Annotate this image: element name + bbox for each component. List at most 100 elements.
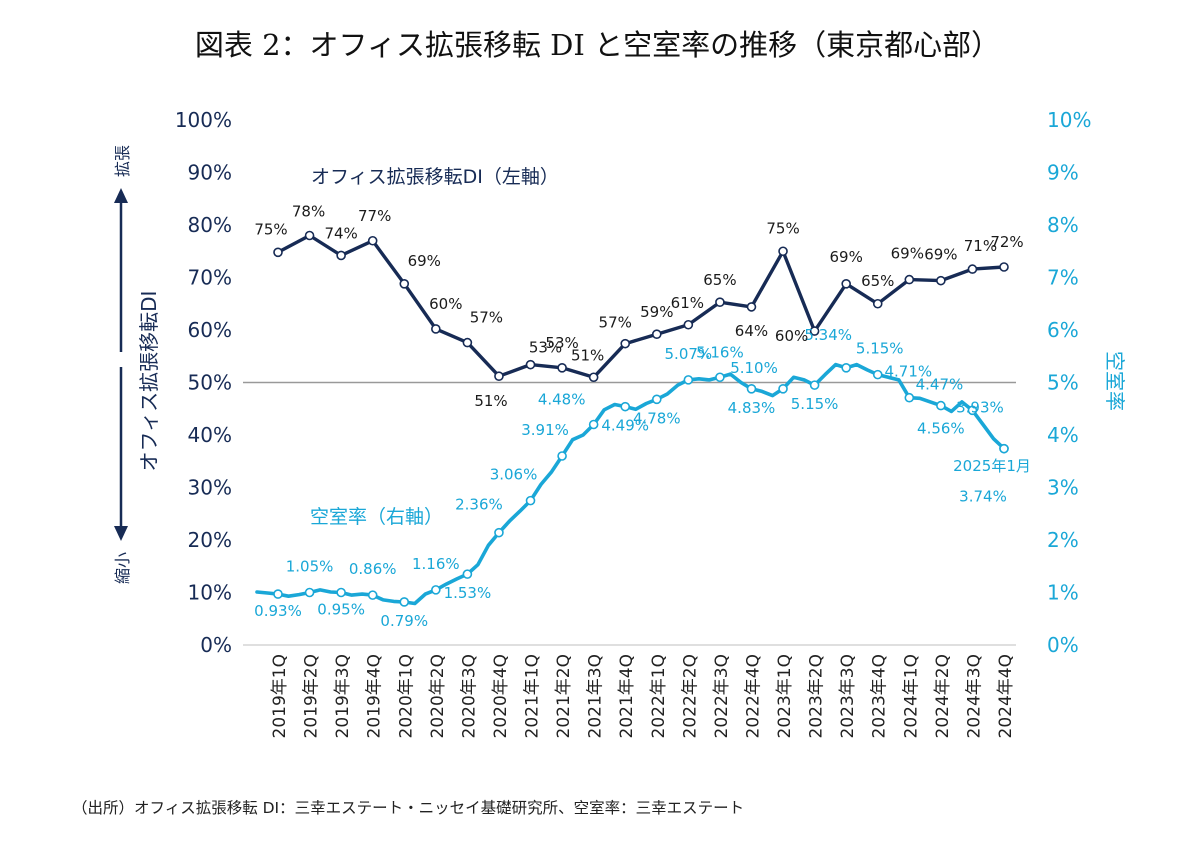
vacancy-data-label: 1.53% bbox=[444, 584, 492, 602]
vacancy-point bbox=[525, 495, 536, 506]
di-data-label: 69% bbox=[924, 246, 957, 264]
di-data-label: 51% bbox=[474, 392, 507, 410]
di-point bbox=[872, 298, 883, 309]
left-axis-tick: 30% bbox=[188, 476, 232, 500]
right-axis-tick: 2% bbox=[1047, 528, 1079, 552]
di-point bbox=[273, 247, 283, 258]
di-data-label: 60% bbox=[429, 295, 462, 313]
x-axis-label: 2020年3Q bbox=[459, 654, 479, 738]
di-point bbox=[588, 372, 599, 383]
x-axis-label: 2021年4Q bbox=[617, 654, 637, 738]
vacancy-data-label: 4.71% bbox=[884, 363, 932, 381]
right-axis-tick: 4% bbox=[1047, 423, 1079, 447]
vacancy-data-label: 5.15% bbox=[856, 340, 904, 358]
arrow-down-head bbox=[114, 526, 128, 541]
right-axis-tick: 6% bbox=[1047, 318, 1079, 342]
vacancy-data-label: 0.95% bbox=[317, 601, 365, 619]
right-axis-tick: 10% bbox=[1047, 108, 1091, 132]
x-axis-label: 2020年4Q bbox=[491, 654, 511, 738]
x-axis-label: 2020年1Q bbox=[396, 654, 416, 738]
x-axis-label: 2019年1Q bbox=[270, 654, 290, 738]
di-point bbox=[651, 329, 662, 340]
di-point bbox=[367, 235, 378, 246]
vacancy-point bbox=[715, 372, 725, 383]
di-data-label: 51% bbox=[571, 346, 604, 364]
vacancy-point bbox=[651, 394, 662, 405]
di-series bbox=[273, 230, 1009, 383]
vacancy-data-label: 5.15% bbox=[791, 395, 839, 413]
di-data-label: 75% bbox=[254, 220, 287, 238]
di-point bbox=[557, 362, 567, 373]
di-data-label: 65% bbox=[703, 271, 736, 289]
vacancy-point bbox=[872, 369, 883, 380]
source-note: （出所）オフィス拡張移転 DI：三幸エステート・ニッセイ基礎研究所、空室率：三幸… bbox=[72, 799, 745, 817]
vacancy-point bbox=[620, 401, 631, 412]
left-axis-tick: 10% bbox=[188, 581, 232, 605]
vacancy-data-label: 4.56% bbox=[917, 420, 965, 438]
vacancy-point bbox=[936, 400, 946, 411]
vacancy-point bbox=[683, 375, 694, 385]
vacancy-point bbox=[304, 587, 315, 598]
vacancy-data-label: 4.78% bbox=[633, 409, 681, 427]
di-point bbox=[809, 326, 820, 336]
x-axis-label: 2020年2Q bbox=[428, 654, 448, 738]
di-data-label: 53% bbox=[529, 339, 562, 357]
right-axis-tick: 3% bbox=[1047, 476, 1079, 500]
vacancy-point bbox=[399, 597, 410, 607]
x-axis-label: 2024年3Q bbox=[964, 654, 984, 738]
left-axis-tick: 70% bbox=[188, 266, 232, 290]
di-point bbox=[336, 250, 346, 261]
vacancy-data-label: 1.16% bbox=[412, 555, 460, 573]
di-point bbox=[620, 338, 631, 349]
di-line bbox=[276, 233, 1006, 379]
right-axis-tick: 9% bbox=[1047, 161, 1079, 185]
di-point bbox=[904, 274, 915, 285]
vacancy-data-label: 5.16% bbox=[696, 343, 744, 361]
vacancy-point bbox=[809, 380, 820, 390]
vacancy-point bbox=[273, 589, 283, 599]
left-axis-tick: 40% bbox=[188, 423, 232, 447]
right-axis-title: 空室率 bbox=[1103, 351, 1127, 411]
di-data-label: 60% bbox=[775, 327, 808, 345]
vacancy-data-label: 5.07% bbox=[665, 345, 713, 363]
vacancy-point bbox=[841, 362, 851, 373]
di-point bbox=[999, 262, 1009, 272]
di-point bbox=[462, 337, 473, 348]
vacancy-series-name: 空室率（右軸） bbox=[310, 506, 443, 528]
vacancy-data-label: 0.93% bbox=[254, 602, 302, 620]
vacancy-point bbox=[967, 405, 978, 416]
right-axis-tick: 7% bbox=[1047, 266, 1079, 290]
vacancy-point bbox=[904, 392, 915, 403]
left-axis-title: オフィス拡張移転DI bbox=[137, 291, 161, 472]
di-point bbox=[304, 230, 315, 241]
x-axis-label: 2023年4Q bbox=[870, 654, 890, 738]
vacancy-data-label: 3.93% bbox=[956, 399, 1004, 417]
vacancy-series bbox=[255, 362, 1009, 607]
vacancy-point bbox=[494, 527, 504, 538]
arrow-bottom-label: 縮小 bbox=[113, 552, 132, 584]
di-data-label: 53% bbox=[545, 334, 578, 352]
arrow-top-label: 拡張 bbox=[113, 145, 132, 177]
x-axis-label: 2023年3Q bbox=[838, 654, 858, 738]
di-data-label: 57% bbox=[599, 314, 632, 332]
di-point bbox=[399, 278, 410, 289]
di-data-label: 72% bbox=[990, 233, 1023, 251]
left-axis-tick: 50% bbox=[188, 371, 232, 395]
di-point bbox=[936, 275, 946, 286]
di-data-label: 77% bbox=[358, 207, 391, 225]
vacancy-data-label: 0.79% bbox=[380, 612, 428, 630]
di-data-label: 69% bbox=[891, 245, 924, 263]
x-axis-label: 2022年3Q bbox=[712, 654, 732, 738]
x-axis-label: 2021年3Q bbox=[586, 654, 606, 738]
text-layer: 0% 10% 20% 30% 40% 50% 60% 70% 80% 90% 100% 0% 1% 2% 3… bbox=[113, 108, 1127, 738]
di-data-label: 61% bbox=[671, 294, 704, 312]
x-axis-label: 2023年2Q bbox=[807, 654, 827, 738]
di-point bbox=[431, 324, 441, 334]
chart-title: 図表 2：オフィス拡張移転 DI と空室率の推移（東京都心部） bbox=[194, 28, 1001, 62]
di-point bbox=[525, 359, 536, 370]
arrow-up-head bbox=[114, 188, 128, 203]
vacancy-data-label: 3.06% bbox=[490, 466, 538, 484]
vacancy-data-label: 4.49% bbox=[601, 417, 649, 435]
vacancy-point bbox=[336, 587, 346, 598]
